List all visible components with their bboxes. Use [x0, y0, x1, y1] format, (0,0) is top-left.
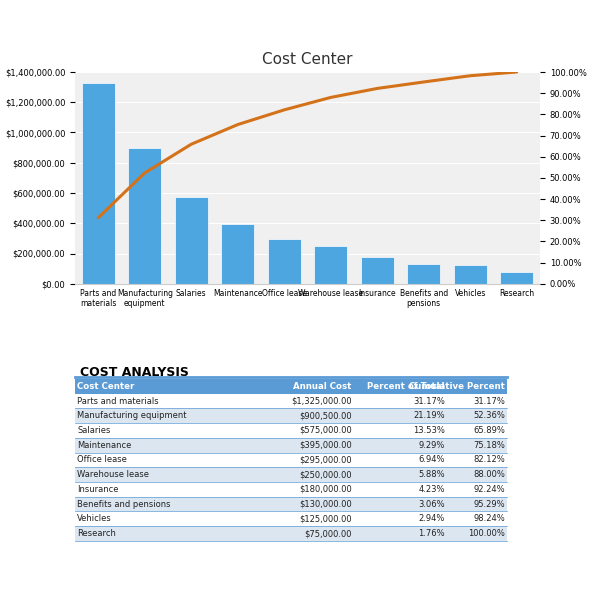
Text: $130,000.00: $130,000.00 — [299, 500, 352, 509]
Text: Warehouse lease: Warehouse lease — [77, 470, 149, 479]
Text: Cost Center: Cost Center — [77, 382, 134, 391]
Text: Annual Cost: Annual Cost — [293, 382, 352, 391]
Text: $575,000.00: $575,000.00 — [299, 426, 352, 435]
Bar — [175, 197, 208, 284]
Text: 100.00%: 100.00% — [468, 529, 505, 538]
Text: $1,325,000.00: $1,325,000.00 — [291, 397, 352, 406]
Text: Percent of Total: Percent of Total — [367, 382, 445, 391]
Text: Vehicles: Vehicles — [77, 514, 112, 523]
Title: Cost Center: Cost Center — [262, 52, 353, 67]
Text: 21.19%: 21.19% — [413, 411, 445, 420]
Bar — [361, 257, 394, 284]
Bar — [128, 148, 161, 284]
Text: 65.89%: 65.89% — [473, 426, 505, 435]
Bar — [82, 83, 115, 284]
FancyBboxPatch shape — [75, 497, 508, 511]
Text: $250,000.00: $250,000.00 — [299, 470, 352, 479]
Text: Parts and materials: Parts and materials — [77, 397, 159, 406]
Text: 5.88%: 5.88% — [418, 470, 445, 479]
Text: 92.24%: 92.24% — [473, 485, 505, 494]
Text: $125,000.00: $125,000.00 — [299, 514, 352, 523]
Text: 52.36%: 52.36% — [473, 411, 505, 420]
Text: 31.17%: 31.17% — [473, 397, 505, 406]
Text: Office lease: Office lease — [77, 455, 127, 464]
Text: 6.94%: 6.94% — [418, 455, 445, 464]
FancyBboxPatch shape — [75, 409, 508, 423]
Text: Benefits and pensions: Benefits and pensions — [77, 500, 171, 509]
Bar — [268, 239, 301, 284]
Text: Insurance: Insurance — [77, 485, 119, 494]
Text: 3.06%: 3.06% — [418, 500, 445, 509]
FancyBboxPatch shape — [75, 438, 508, 452]
FancyBboxPatch shape — [75, 511, 508, 526]
Text: 95.29%: 95.29% — [473, 500, 505, 509]
FancyBboxPatch shape — [75, 423, 508, 438]
Text: 98.24%: 98.24% — [473, 514, 505, 523]
FancyBboxPatch shape — [75, 394, 508, 409]
Text: 2.94%: 2.94% — [418, 514, 445, 523]
Text: Salaries: Salaries — [77, 426, 111, 435]
Bar — [500, 272, 533, 284]
FancyBboxPatch shape — [75, 526, 508, 541]
Bar — [407, 264, 440, 284]
FancyBboxPatch shape — [75, 379, 508, 394]
FancyBboxPatch shape — [75, 467, 508, 482]
Text: Research: Research — [77, 529, 116, 538]
Text: 4.23%: 4.23% — [418, 485, 445, 494]
Bar — [221, 224, 254, 284]
FancyBboxPatch shape — [75, 452, 508, 467]
Bar — [314, 246, 347, 284]
Text: 82.12%: 82.12% — [473, 455, 505, 464]
Text: 75.18%: 75.18% — [473, 441, 505, 450]
Text: Manufacturing equipment: Manufacturing equipment — [77, 411, 187, 420]
Text: 1.76%: 1.76% — [418, 529, 445, 538]
Text: $75,000.00: $75,000.00 — [304, 529, 352, 538]
Text: $180,000.00: $180,000.00 — [299, 485, 352, 494]
Text: $295,000.00: $295,000.00 — [299, 455, 352, 464]
Text: Maintenance: Maintenance — [77, 441, 132, 450]
Text: 13.53%: 13.53% — [413, 426, 445, 435]
Text: $395,000.00: $395,000.00 — [299, 441, 352, 450]
Text: 9.29%: 9.29% — [418, 441, 445, 450]
Text: 88.00%: 88.00% — [473, 470, 505, 479]
Bar — [454, 265, 487, 284]
Text: Cumulative Percent: Cumulative Percent — [409, 382, 505, 391]
FancyBboxPatch shape — [75, 482, 508, 497]
Text: 31.17%: 31.17% — [413, 397, 445, 406]
Text: $900,500.00: $900,500.00 — [299, 411, 352, 420]
Text: COST ANALYSIS: COST ANALYSIS — [80, 366, 188, 379]
